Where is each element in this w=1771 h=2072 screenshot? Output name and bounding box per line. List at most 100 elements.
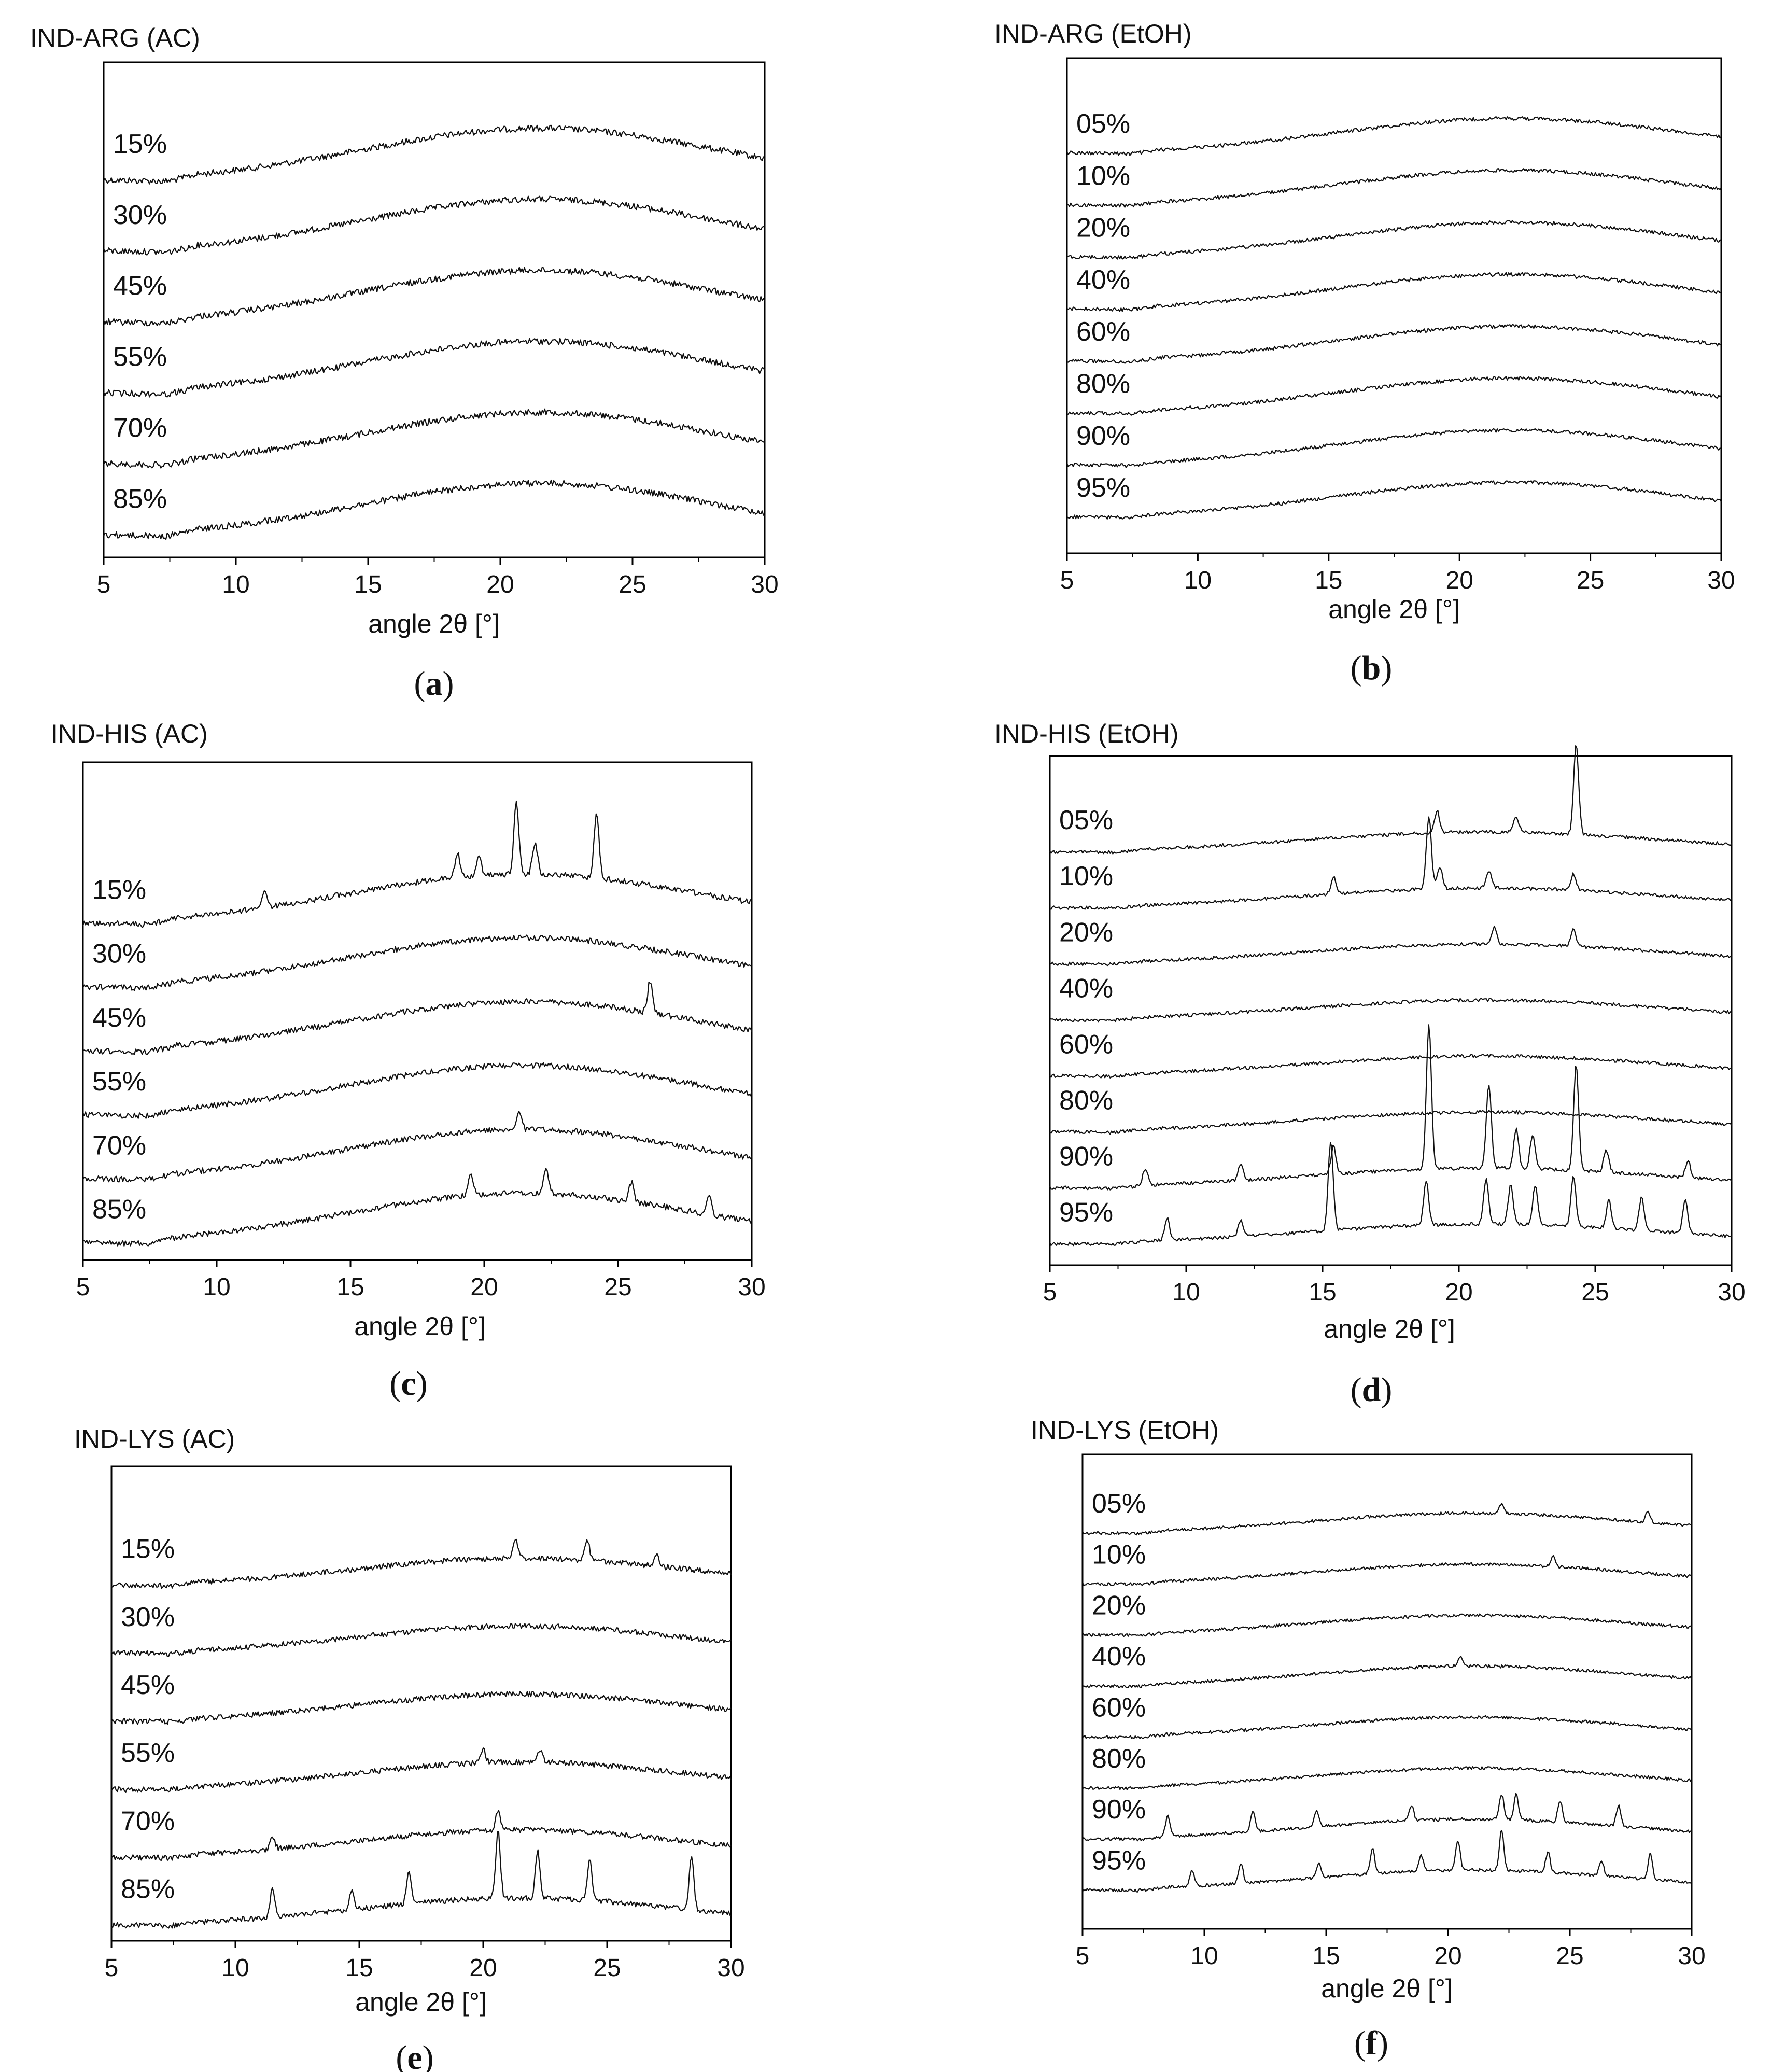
panel-b-x-tick-label: 15 — [1315, 567, 1342, 594]
panel-d-series-label: 80% — [1059, 1085, 1113, 1115]
panel-f-series-95pct — [1082, 1830, 1692, 1893]
panel-b-series-label: 05% — [1076, 109, 1130, 139]
panel-e-series-45pct — [111, 1691, 732, 1725]
panel-f-series-label: 95% — [1092, 1845, 1146, 1875]
panel-d-series-label: 10% — [1059, 861, 1113, 891]
panel-a-series-15pct — [103, 124, 765, 185]
panel-b-series-60pct — [1066, 324, 1722, 364]
panel-a-series-label: 55% — [113, 342, 167, 372]
panel-a-series-label: 45% — [113, 271, 167, 301]
panel-e-caption: (e) — [396, 2039, 433, 2072]
panel-d-series-05pct — [1049, 745, 1732, 855]
panel-a-x-tick-label: 30 — [751, 571, 778, 598]
panel-f-x-tick-label: 25 — [1556, 1942, 1583, 1970]
panel-d-series-90pct — [1049, 1024, 1732, 1191]
panel-d-series-label: 20% — [1059, 917, 1113, 947]
panel-a-title: IND-ARG (AC) — [30, 23, 200, 52]
panel-b-x-axis-label: angle 2θ [°] — [1328, 595, 1460, 624]
panel-c-x-tick-label: 10 — [203, 1273, 230, 1301]
panel-e-series-30pct — [111, 1623, 732, 1657]
panel-d-series-label: 95% — [1059, 1197, 1113, 1227]
panel-b-series-80pct — [1066, 376, 1722, 416]
panel-a-x-tick-label: 5 — [97, 571, 111, 598]
panel-a-x-tick-label: 10 — [222, 571, 249, 598]
panel-b-series-label: 95% — [1076, 473, 1130, 503]
panel-c-series-85pct — [82, 1168, 753, 1247]
panel-b-caption: (b) — [1351, 649, 1393, 687]
panel-c-series-label: 30% — [92, 939, 146, 969]
panel-e-series-15pct — [111, 1538, 732, 1589]
panel-d-series-20pct — [1049, 925, 1732, 967]
panel-e-series-label: 45% — [121, 1670, 175, 1700]
panel-f-series-label: 20% — [1092, 1591, 1146, 1621]
panel-f-series-10pct — [1081, 1555, 1692, 1586]
panel-d-series-label: 90% — [1059, 1141, 1113, 1171]
panel-d-series-label: 60% — [1059, 1029, 1113, 1059]
panel-a-series-label: 70% — [113, 413, 167, 443]
panel-d-caption: (d) — [1351, 1371, 1393, 1409]
panel-c-title: IND-HIS (AC) — [51, 719, 208, 748]
panel-e-series-85pct — [111, 1831, 732, 1929]
panel-e-x-tick-label: 10 — [221, 1954, 249, 1982]
panel-d-x-tick-label: 25 — [1581, 1279, 1609, 1306]
panel-a-series-55pct — [103, 338, 765, 398]
panel-f-series-90pct — [1082, 1793, 1692, 1842]
panel-e-series-label: 15% — [121, 1534, 175, 1564]
panel-c-x-tick-label: 20 — [470, 1273, 498, 1301]
panel-f-series-label: 60% — [1092, 1692, 1146, 1723]
panel-c-series-label: 15% — [92, 875, 146, 905]
panel-f: IND-LYS (EtOH) angle 2θ [°] (f) 5 10 15 20 2… — [1031, 1416, 1706, 2062]
panel-b-series-05pct — [1066, 116, 1722, 156]
panel-b-series-label: 60% — [1076, 317, 1130, 347]
panel-f-x-tick-label: 5 — [1076, 1942, 1090, 1970]
panel-e-series-55pct — [111, 1747, 732, 1793]
panel-b-series-95pct — [1066, 480, 1722, 520]
panel-d-x-tick-label: 30 — [1718, 1279, 1745, 1306]
panel-e-x-tick-label: 5 — [105, 1954, 119, 1982]
panel-e-x-tick-label: 15 — [345, 1954, 373, 1982]
panel-e-x-tick-label: 25 — [593, 1954, 621, 1982]
panel-f-series-label: 40% — [1092, 1642, 1146, 1672]
panel-b-x-tick-label: 20 — [1446, 567, 1473, 594]
panel-e-series-label: 55% — [121, 1738, 175, 1768]
panel-f-x-axis-label: angle 2θ [°] — [1321, 1974, 1453, 2003]
panel-f-title: IND-LYS (EtOH) — [1031, 1416, 1219, 1445]
panel-b-x-tick-label: 5 — [1060, 567, 1074, 594]
panel-a-series-70pct — [103, 408, 765, 469]
panel-d: IND-HIS (EtOH) angle 2θ [°] (d) 5 10 15 20 2… — [994, 719, 1746, 1409]
panel-b-x-tick-label: 30 — [1707, 567, 1735, 594]
panel-e-x-tick-label: 20 — [469, 1954, 497, 1982]
panel-a-series-label: 15% — [113, 129, 167, 159]
panel-a-series-label: 30% — [113, 200, 167, 230]
panel-b-x-tick-label: 10 — [1184, 567, 1212, 594]
panel-f-series-label: 80% — [1092, 1744, 1146, 1774]
panel-e: IND-LYS (AC) angle 2θ [°] (e) 5 10 15 20 25 3… — [74, 1424, 745, 2072]
panel-f-series-80pct — [1082, 1766, 1692, 1790]
panel-d-title: IND-HIS (EtOH) — [994, 719, 1179, 748]
panel-c-series-70pct — [82, 1111, 752, 1183]
panel-c-series-15pct — [82, 800, 752, 928]
panel-b-series-40pct — [1066, 272, 1722, 312]
panel-a: IND-ARG (AC) angle 2θ [°] (a) 5 10 15 20 25 3… — [30, 23, 779, 703]
panel-e-x-axis-label: angle 2θ [°] — [355, 1987, 487, 2017]
panel-c-series-label: 45% — [92, 1003, 146, 1033]
panel-c: IND-HIS (AC) angle 2θ [°] (c) 5 10 15 20 25 3… — [51, 719, 766, 1403]
panel-c-x-tick-label: 15 — [336, 1273, 364, 1301]
panel-d-series-label: 40% — [1059, 973, 1113, 1003]
panel-f-x-tick-label: 10 — [1190, 1942, 1218, 1970]
panel-a-x-tick-label: 20 — [486, 571, 514, 598]
panel-c-x-axis-label: angle 2θ [°] — [354, 1312, 486, 1341]
panel-e-series-70pct — [111, 1810, 732, 1861]
panel-f-caption: (f) — [1354, 2024, 1388, 2062]
panel-c-series-label: 55% — [92, 1067, 146, 1097]
panel-d-x-tick-label: 20 — [1445, 1279, 1472, 1306]
panel-a-caption: (a) — [414, 665, 454, 703]
panel-a-x-tick-label: 15 — [354, 571, 382, 598]
panel-f-series-40pct — [1082, 1656, 1693, 1688]
panel-f-x-tick-label: 20 — [1434, 1942, 1461, 1970]
panel-e-title: IND-LYS (AC) — [74, 1424, 235, 1453]
panel-b-series-20pct — [1066, 220, 1722, 260]
panel-f-series-20pct — [1082, 1613, 1692, 1637]
panel-e-series-label: 70% — [121, 1806, 175, 1836]
